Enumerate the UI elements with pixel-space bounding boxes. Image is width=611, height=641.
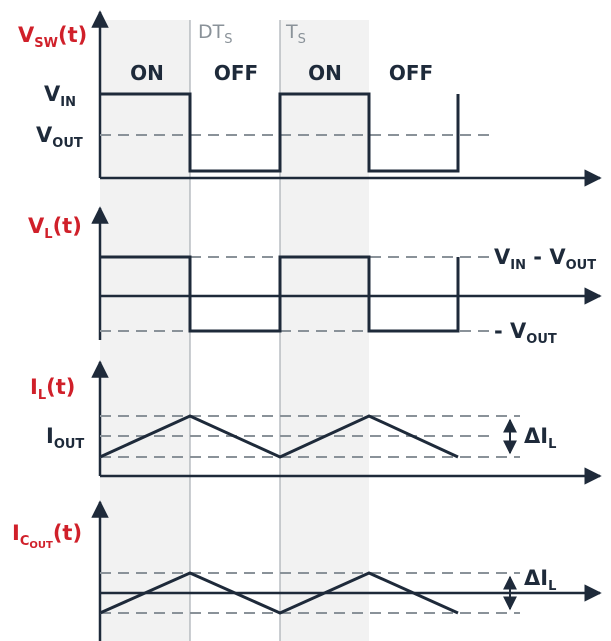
- il-label: IL(t): [30, 375, 75, 403]
- vsw-panel: VSW(t) VIN VOUT: [18, 10, 602, 187]
- vl-label: VL(t): [28, 214, 82, 242]
- vl-lower-label: - VOUT: [494, 319, 557, 347]
- phase-label-off-1: OFF: [214, 61, 258, 85]
- il-ripple-label: ΔIL: [524, 424, 556, 452]
- ts-label: TS: [285, 21, 306, 47]
- vsw-waveform: [100, 92, 460, 173]
- il-waveform: [99, 414, 459, 459]
- phase-label-on-2: ON: [308, 61, 342, 85]
- icout-ripple-label: ΔIL: [524, 566, 556, 594]
- phase-label-on-1: ON: [130, 61, 164, 85]
- icout-waveform: [99, 571, 459, 615]
- vsw-vin-label: VIN: [44, 82, 76, 110]
- vl-waveform: [100, 255, 460, 333]
- icout-label: ICOUT(t): [12, 521, 82, 551]
- il-panel: IL(t) IOUT ΔIL: [30, 360, 602, 485]
- icout-panel: ICOUT(t) ΔIL: [12, 500, 602, 641]
- phase-label-off-2: OFF: [389, 61, 433, 85]
- dts-label: DTS: [198, 21, 233, 47]
- vsw-vout-label: VOUT: [36, 123, 83, 151]
- vl-panel: VL(t) VIN - VOUT - VOUT: [28, 206, 602, 347]
- vsw-label: VSW(t): [18, 23, 87, 51]
- il-iout-label: IOUT: [46, 424, 84, 452]
- vl-upper-label: VIN - VOUT: [494, 245, 596, 273]
